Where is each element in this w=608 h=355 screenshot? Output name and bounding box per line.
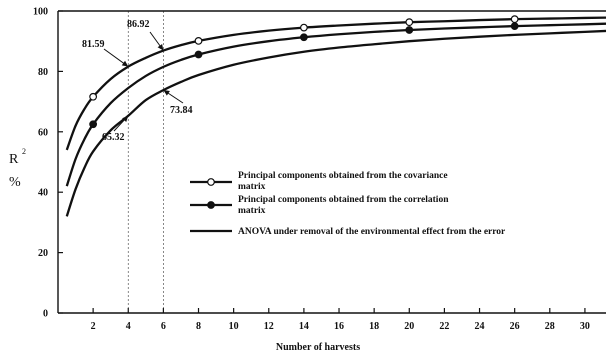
series-1-marker	[510, 15, 519, 24]
x-tick-label: 14	[299, 321, 309, 332]
series-2-marker	[510, 22, 519, 31]
x-tick-label: 12	[264, 321, 274, 332]
y-axis-label: R	[9, 152, 19, 167]
x-tick-label: 24	[475, 321, 485, 332]
y-tick-label: 20	[38, 248, 48, 259]
x-tick-label: 18	[369, 321, 379, 332]
annotation-label: 73.84	[170, 105, 193, 116]
legend-label: Principal components obtained from the c…	[238, 195, 449, 216]
y-ticks: 0 20 40 60 80 100	[33, 7, 63, 320]
y-tick-label: 40	[38, 188, 48, 199]
x-tick-label: 2	[91, 321, 96, 332]
reference-lines	[127, 11, 164, 313]
x-tick-label: 16	[334, 321, 344, 332]
legend-label: ANOVA under removal of the environmental…	[238, 227, 506, 237]
axes	[57, 10, 606, 314]
legend-marker	[207, 178, 215, 186]
annotation-label: 81.59	[82, 39, 105, 50]
series-2-marker	[194, 50, 203, 59]
y-tick-label: 60	[38, 127, 48, 138]
series-1-marker	[194, 36, 203, 45]
series-line-1	[65, 16, 607, 151]
series-group	[65, 15, 607, 217]
x-tick-label: 20	[404, 321, 414, 332]
series-line-3	[65, 29, 607, 217]
annotation-arrowhead	[163, 90, 170, 96]
x-tick-label: 30	[580, 321, 590, 332]
y-tick-label: 80	[38, 67, 48, 78]
legend-marker	[207, 201, 215, 209]
y-axis-unit-label: %	[9, 175, 21, 190]
legend-label: Principal components obtained from the c…	[238, 171, 448, 192]
x-tick-label: 26	[510, 321, 520, 332]
annotation-arrowhead	[157, 43, 164, 51]
y-tick-label: 0	[43, 309, 48, 320]
series-1-marker	[299, 23, 308, 32]
series-1-marker	[89, 92, 98, 101]
x-tick-label: 4	[126, 321, 131, 332]
x-tick-label: 22	[439, 321, 449, 332]
annotation-label: 65.32	[102, 132, 125, 143]
legend: Principal components obtained from the c…	[190, 171, 506, 237]
series-2-marker	[299, 33, 308, 42]
series-2-marker	[405, 26, 414, 34]
annotation-label: 86.92	[127, 19, 150, 30]
x-tick-label: 8	[196, 321, 201, 332]
x-axis-label: Number of harvests	[276, 342, 360, 353]
x-ticks: 2 4 6 8 10 12 14 16 18 20 22 24 26 28 30	[91, 308, 590, 332]
y-tick-label: 100	[33, 7, 48, 18]
y-axis-label-superscript: 2	[22, 147, 26, 156]
x-tick-label: 6	[161, 321, 166, 332]
x-tick-label: 10	[229, 321, 239, 332]
series-1-marker	[405, 18, 414, 27]
annotation-arrowhead	[122, 115, 129, 123]
x-tick-label: 28	[545, 321, 555, 332]
series-2-marker	[89, 120, 98, 129]
annotations: 81.59 86.92 65.32 73.84	[82, 19, 193, 143]
annotation-arrowhead	[121, 60, 129, 67]
series-line-2	[65, 22, 607, 187]
